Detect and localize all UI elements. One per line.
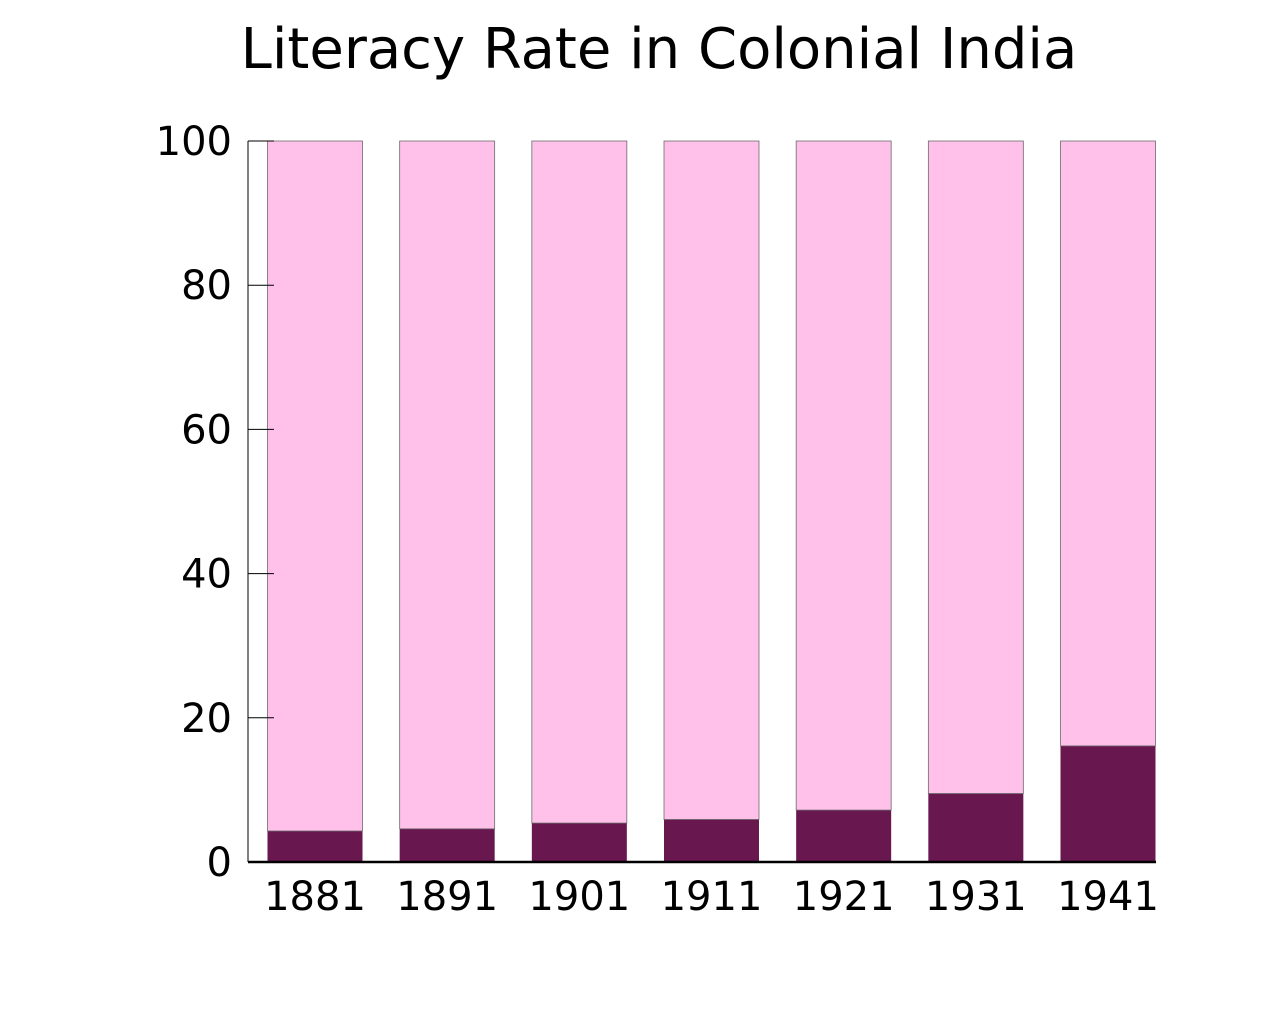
x-tick-label: 1941 bbox=[1057, 874, 1159, 920]
y-tick-label: 80 bbox=[181, 263, 232, 309]
bar-1881-series-1 bbox=[267, 830, 363, 862]
bar-1901-series-2 bbox=[531, 140, 628, 824]
bar-1881-series-2 bbox=[267, 140, 363, 832]
bar-1941-series-2 bbox=[1060, 140, 1156, 747]
bar-1931-series-2 bbox=[927, 140, 1024, 794]
y-tick-label: 40 bbox=[181, 552, 232, 598]
bar-1891-series-2 bbox=[399, 140, 496, 830]
bar-1911-series-2 bbox=[663, 140, 760, 820]
y-tick-label: 100 bbox=[156, 119, 232, 165]
bar-1931-series-1 bbox=[928, 793, 1024, 862]
bar-1891-series-1 bbox=[399, 828, 495, 862]
bars-layer bbox=[267, 140, 1156, 862]
x-axis: 1881 1891 1901 1911 1921 1931 1941 bbox=[248, 860, 1159, 920]
bar-1901-series-1 bbox=[531, 823, 627, 862]
x-tick-label: 1921 bbox=[793, 874, 895, 920]
x-tick-label: 1891 bbox=[396, 874, 498, 920]
x-tick-label: 1931 bbox=[925, 874, 1027, 920]
y-tick-label: 0 bbox=[207, 840, 232, 886]
chart-title: Literacy Rate in Colonial India bbox=[240, 17, 1078, 82]
bar-1941-series-1 bbox=[1060, 745, 1156, 862]
bar-1921-series-1 bbox=[796, 810, 892, 862]
x-tick-label: 1911 bbox=[661, 874, 763, 920]
x-tick-label: 1881 bbox=[264, 874, 366, 920]
y-axis: 0 20 40 60 80 100 bbox=[156, 119, 274, 886]
x-tick-label: 1901 bbox=[528, 874, 630, 920]
y-tick-label: 60 bbox=[181, 407, 232, 453]
bar-1921-series-2 bbox=[795, 140, 892, 811]
bar-1911-series-1 bbox=[664, 819, 759, 862]
y-tick-label: 20 bbox=[181, 696, 232, 742]
